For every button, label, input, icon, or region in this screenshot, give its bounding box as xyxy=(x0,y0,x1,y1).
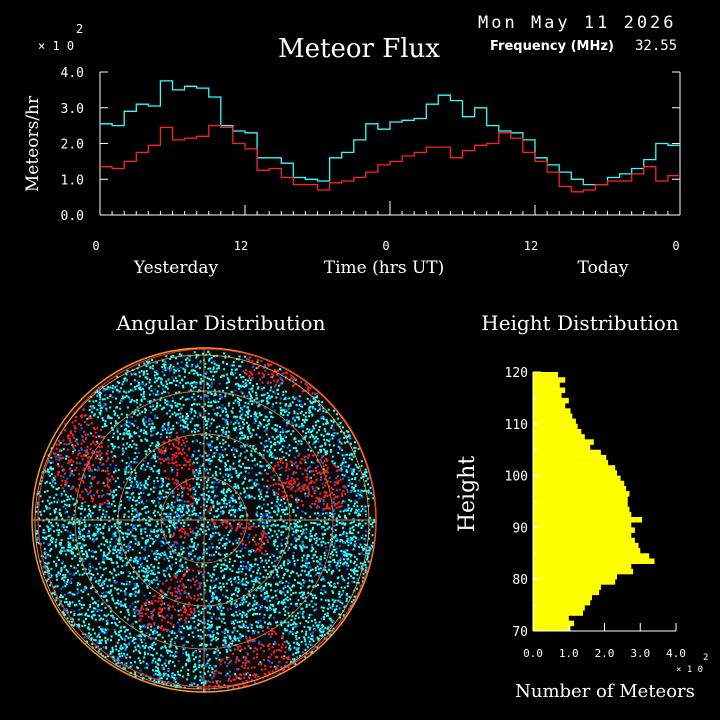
height-y-axis-label: Height xyxy=(455,456,480,532)
flux-series-cyan xyxy=(100,80,680,186)
height-bar xyxy=(533,465,616,471)
height-bar xyxy=(533,542,639,549)
height-y-tick-label: 70 xyxy=(512,625,528,640)
sky-outer-ring-red xyxy=(37,348,377,688)
y-multiplier: × 1 0 xyxy=(38,39,74,53)
flux-y-tick-label: 4.0 xyxy=(61,66,84,81)
height-bar xyxy=(533,496,628,502)
flux-y-tick-label: 3.0 xyxy=(61,102,84,117)
flux-plot: 0.0 1.0 2.0 3.0 4.0 0 12 0 12 0 xyxy=(61,66,681,253)
height-bar xyxy=(533,475,621,482)
height-x-tick-label: 2.0 xyxy=(595,647,615,660)
height-x-axis-label: Number of Meteors xyxy=(515,681,695,702)
frequency-label: Frequency (MHz) xyxy=(490,39,614,54)
x-multiplier: × 1 0 xyxy=(676,665,703,675)
height-bar xyxy=(533,434,585,440)
height-bar xyxy=(533,558,655,564)
height-bar xyxy=(533,620,575,627)
today-label: Today xyxy=(578,258,629,278)
height-histogram: 70 80 90 100 110 120 0.0 1.0 2.0 3.0 4.0 xyxy=(505,366,686,660)
height-bar xyxy=(533,418,576,425)
height-x-tick-label: 1.0 xyxy=(559,647,579,660)
height-bar xyxy=(533,449,601,456)
height-bar xyxy=(533,408,571,414)
flux-y-tick-label: 2.0 xyxy=(61,138,84,153)
height-bar xyxy=(533,392,562,399)
height-bar xyxy=(533,584,601,590)
height-bar xyxy=(533,532,632,539)
flux-y-tick-label: 1.0 xyxy=(61,173,84,188)
height-bar xyxy=(533,372,558,378)
flux-x-tick-label: 12 xyxy=(524,239,538,253)
height-bar xyxy=(533,506,630,513)
height-bar xyxy=(533,553,650,559)
height-bar xyxy=(533,537,635,544)
date-label: Mon May 11 2026 xyxy=(478,13,677,33)
height-y-tick-label: 110 xyxy=(505,418,528,433)
height-x-tick-label: 4.0 xyxy=(666,647,686,660)
height-bar xyxy=(533,517,642,523)
height-bar xyxy=(533,470,617,476)
height-bar xyxy=(533,454,607,461)
angular-sky-map xyxy=(31,347,377,693)
height-bar xyxy=(533,491,630,497)
height-bar xyxy=(533,511,632,518)
height-bar xyxy=(533,574,617,580)
flux-x-tick-label: 0 xyxy=(672,239,679,253)
angular-title: Angular Distribution xyxy=(116,311,326,335)
height-bar xyxy=(533,605,585,611)
height-bar xyxy=(533,548,641,554)
height-y-tick-label: 90 xyxy=(512,521,528,536)
height-bar xyxy=(533,615,569,621)
flux-x-tick-label: 0 xyxy=(92,239,99,253)
height-bar xyxy=(533,387,566,393)
height-bar xyxy=(533,377,566,383)
height-bar xyxy=(533,382,560,388)
height-y-tick-label: 80 xyxy=(512,573,528,588)
chart-title: Meteor Flux xyxy=(278,34,440,64)
height-bar xyxy=(533,594,592,601)
height-bar xyxy=(533,460,609,466)
height-bar xyxy=(533,413,573,419)
flux-x-tick-label: 0 xyxy=(382,239,389,253)
height-bar xyxy=(533,610,583,616)
height-bar xyxy=(533,599,591,606)
height-y-tick-label: 100 xyxy=(505,470,528,485)
y-exponent: 2 xyxy=(76,22,83,36)
height-bar xyxy=(533,486,626,492)
flux-x-axis-label: Time (hrs UT) xyxy=(324,258,445,278)
sky-outer-ring-inner xyxy=(34,354,370,690)
flux-y-tick-label: 0.0 xyxy=(61,209,84,224)
height-bar xyxy=(533,403,566,409)
height-bar xyxy=(533,568,634,575)
height-x-tick-label: 3.0 xyxy=(630,647,650,660)
height-bar xyxy=(533,429,582,435)
height-bar xyxy=(533,527,635,533)
height-bar xyxy=(533,522,632,528)
height-bar xyxy=(533,589,600,596)
sky-points-cyan xyxy=(35,350,376,692)
height-bar xyxy=(533,579,616,585)
height-bar xyxy=(533,501,628,507)
yesterday-label: Yesterday xyxy=(133,258,219,278)
frequency-value: 32.55 xyxy=(635,38,677,54)
flux-x-tick-label: 12 xyxy=(234,239,248,253)
height-bar xyxy=(533,480,625,487)
flux-series-red xyxy=(100,124,680,193)
height-bar xyxy=(533,444,591,450)
height-bar xyxy=(533,563,632,570)
height-bar xyxy=(533,423,578,430)
height-x-tick-label: 0.0 xyxy=(523,647,543,660)
height-bar xyxy=(533,397,569,404)
flux-y-axis-label: Meteors/hr xyxy=(23,95,43,192)
height-bar xyxy=(533,439,594,445)
height-title: Height Distribution xyxy=(481,311,679,335)
x-exponent: 2 xyxy=(703,653,708,663)
height-bar xyxy=(533,625,571,632)
height-y-tick-label: 120 xyxy=(505,366,528,381)
